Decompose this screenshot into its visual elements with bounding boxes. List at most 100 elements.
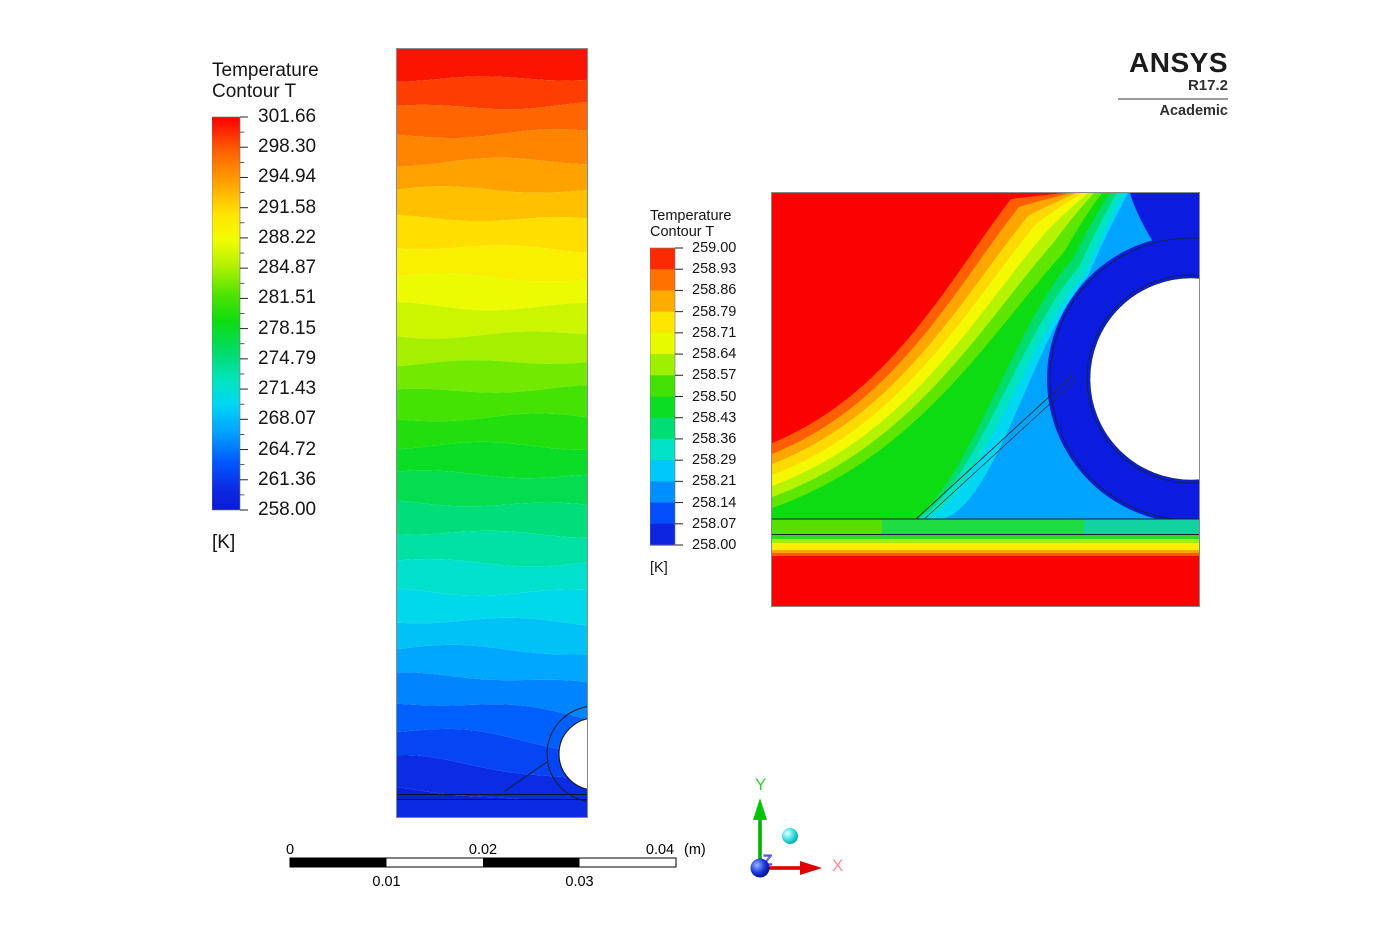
- right-legend-labels: 259.00 258.93 258.86 258.79 258.71 258.64 258.…: [692, 240, 772, 553]
- legend-tick-label: 258.43: [692, 409, 737, 426]
- isotherm-band: [397, 49, 587, 82]
- isotherm-band: [397, 360, 587, 393]
- isotherm-band: [397, 441, 587, 479]
- isotherm-band: [397, 500, 587, 538]
- legend-tick-label: 258.29: [692, 452, 737, 469]
- colorbar-band: [650, 502, 675, 525]
- colorbar-band: [650, 481, 675, 504]
- scale-ruler: 0 0.02 0.04 (m) 0.01 0.03: [286, 842, 706, 890]
- plate-sub-strip: [772, 550, 1199, 553]
- isotherm-band: [397, 186, 587, 222]
- ruler-top-label: 0.04: [646, 842, 674, 858]
- left-legend-title: Temperature: [212, 60, 319, 81]
- legend-tick-label: 258.93: [692, 261, 737, 278]
- isotherm-band: [397, 157, 587, 193]
- isotherm-band: [397, 672, 587, 720]
- legend-tick-label: 258.00: [258, 499, 317, 520]
- colorbar-band: [650, 248, 675, 270]
- legend-tick-label: 258.14: [692, 494, 737, 511]
- z-axis-label: Z: [763, 852, 772, 869]
- ruler-top-label: 0: [286, 842, 294, 858]
- left-legend-colorbar: [212, 116, 248, 511]
- gusset-line: [504, 761, 548, 792]
- legend-tick-label: 301.66: [258, 106, 317, 127]
- legend-tick-label: 258.86: [692, 282, 737, 299]
- plate-sub-strip: [772, 553, 1199, 556]
- hole-fitting-arc: [546, 706, 587, 802]
- x-axis-arrowhead: [800, 861, 822, 875]
- isotherm-band: [397, 331, 587, 367]
- right-legend-title: Temperature: [650, 208, 732, 224]
- y-axis-shaft: [758, 816, 762, 868]
- legend-tick-label: 294.94: [258, 166, 317, 188]
- isotherm-band: [397, 559, 587, 596]
- ruler-bottom-label: 0.01: [372, 874, 400, 890]
- y-axis-label: Y: [755, 775, 766, 794]
- isotherm-band: [397, 301, 587, 339]
- plate-strip-left: [772, 519, 882, 535]
- origin-sphere: [750, 858, 770, 878]
- legend-tick-label: 258.50: [692, 388, 737, 405]
- hole: [558, 718, 587, 790]
- colorbar-band: [650, 354, 675, 376]
- y-axis-arrowhead: [753, 798, 767, 820]
- bottom-red-region: [772, 556, 1199, 606]
- colorbar-band: [650, 523, 675, 546]
- isotherm-band: [397, 413, 587, 451]
- isotherm-band: [397, 470, 587, 507]
- ruler-bottom-label: 0.03: [565, 874, 593, 890]
- legend-tick-label: 259.00: [692, 240, 737, 256]
- x-axis-label: X: [832, 856, 843, 875]
- right-legend-subtitle: Contour T: [650, 224, 715, 241]
- plate-sub-strip: [772, 543, 1199, 550]
- legend-tick-label: 274.79: [258, 347, 317, 369]
- isotherm-band: [397, 101, 587, 139]
- colorbar-band: [650, 460, 675, 482]
- isotherm-band: [397, 755, 587, 814]
- legend-tick-label: 271.43: [258, 378, 317, 400]
- legend-tick-label: 291.58: [258, 196, 317, 218]
- legend-tick-label: 258.36: [692, 430, 737, 447]
- right-contour-plot[interactable]: [771, 192, 1200, 607]
- fitting-inner-edge: [1086, 274, 1199, 484]
- left-legend: Temperature Contour T 301.66 298.30 294.94…: [212, 60, 362, 580]
- legend-tick-label: 268.07: [258, 408, 317, 430]
- ansys-edition-text: Academic: [1159, 103, 1228, 119]
- ruler-top-label: 0.02: [469, 842, 497, 858]
- legend-tick-label: 264.72: [258, 438, 317, 460]
- hole: [1089, 277, 1199, 481]
- isotherm-band: [397, 617, 587, 655]
- right-legend-unit: [K]: [650, 560, 668, 576]
- colorbar-band: [650, 438, 675, 461]
- left-contour-plot[interactable]: [396, 48, 588, 818]
- plate-sub-strip: [772, 534, 1199, 539]
- colorbar-gradient: [212, 117, 240, 510]
- isotherm-band: [397, 129, 587, 167]
- legend-tick-label: 258.07: [692, 515, 737, 532]
- logo-divider: [1118, 98, 1228, 100]
- colorbar-band: [650, 290, 675, 313]
- legend-tick-label: 278.15: [258, 317, 317, 339]
- ansys-brand-text: ANSYS: [1129, 47, 1228, 78]
- x-axis-shaft: [760, 866, 802, 870]
- legend-tick-label: 258.21: [692, 473, 737, 490]
- bottom-plate-strip: [397, 799, 587, 817]
- colorbar-band: [650, 332, 675, 355]
- left-legend-subtitle: Contour T: [212, 81, 297, 103]
- legend-tick-label: 258.64: [692, 346, 737, 363]
- colorbar-band: [650, 417, 675, 440]
- ruler-black-segment: [290, 858, 387, 867]
- gusset-line-2: [919, 378, 1078, 524]
- isotherm-band: [397, 644, 587, 683]
- isotherm-band: [397, 273, 587, 311]
- isotherm-band: [397, 215, 587, 253]
- isotherm-band: [397, 76, 587, 110]
- isotherm-band: [397, 703, 587, 753]
- ansys-logo: ANSYS R17.2 Academic: [1118, 47, 1228, 119]
- gusset-line: [914, 373, 1075, 521]
- ruler-black-segment: [483, 858, 580, 867]
- ruler-unit: (m): [684, 842, 706, 858]
- left-legend-labels: 301.66 298.30 294.94 291.58 288.22 284.87 281.…: [258, 106, 348, 520]
- legend-tick-label: 288.22: [258, 226, 317, 248]
- isotherm-band: [397, 385, 587, 422]
